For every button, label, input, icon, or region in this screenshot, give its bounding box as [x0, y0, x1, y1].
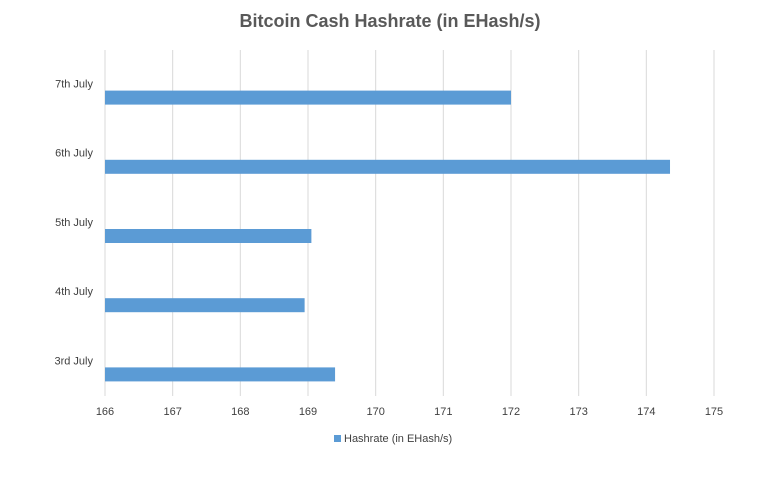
y-tick-label: 6th July	[55, 148, 93, 160]
chart-title: Bitcoin Cash Hashrate (in EHash/s)	[239, 11, 540, 31]
x-tick-label: 168	[231, 406, 249, 418]
x-tick-label: 173	[569, 406, 587, 418]
x-tick-label: 175	[705, 406, 723, 418]
x-tick-label: 169	[299, 406, 317, 418]
x-tick-label: 170	[366, 406, 384, 418]
y-tick-label: 5th July	[55, 217, 93, 229]
x-tick-label: 166	[96, 406, 114, 418]
x-tick-label: 174	[637, 406, 655, 418]
x-tick-label: 172	[502, 406, 520, 418]
x-tick-label: 167	[163, 406, 181, 418]
x-tick-label: 171	[434, 406, 452, 418]
legend-label: Hashrate (in EHash/s)	[344, 433, 452, 445]
y-tick-label: 4th July	[55, 286, 93, 298]
bar	[105, 90, 511, 105]
bar	[105, 298, 305, 313]
y-tick-label: 7th July	[55, 79, 93, 91]
bar	[105, 159, 671, 174]
bar	[105, 229, 312, 243]
legend-swatch	[334, 435, 341, 442]
bar	[105, 367, 336, 382]
y-tick-label: 3rd July	[54, 355, 93, 367]
